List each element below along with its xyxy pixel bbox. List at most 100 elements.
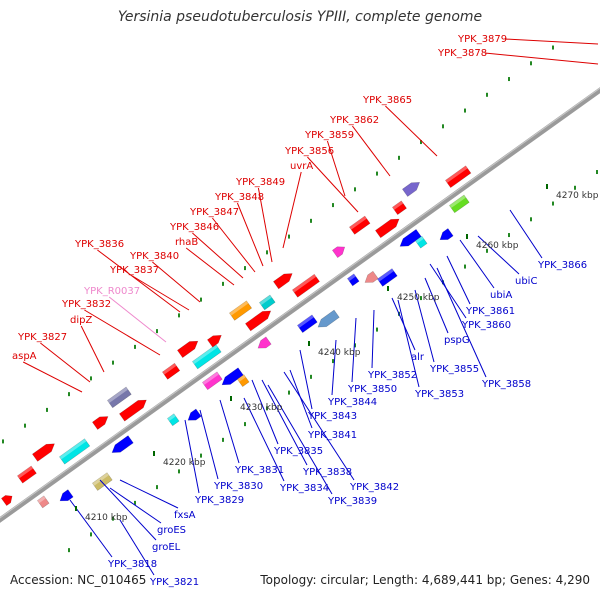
tick-dot: [244, 422, 246, 427]
tick-dot: [332, 203, 334, 208]
gene-label-ypk-3831: YPK_3831: [234, 465, 284, 476]
leader-line: [257, 187, 273, 263]
genome-backbone: [0, 87, 600, 523]
tick-dot: [222, 437, 224, 442]
gene-label-ypk-3862: YPK_3862: [329, 115, 379, 126]
leader-line: [84, 309, 161, 356]
gene-labels: YPK_3879 YPK_3878 YPK_3865 YPK_3862 YPK_3859…: [12, 34, 587, 588]
gene-label-ypk-3827: YPK_3827: [17, 332, 67, 343]
leader-line: [243, 397, 285, 482]
gene-label-ypk-3852: YPK_3852: [367, 370, 417, 381]
tick-dot: [464, 264, 466, 269]
gene-feature: [202, 371, 223, 391]
gene-feature: [177, 340, 199, 358]
tick-dot: [68, 548, 70, 553]
tick-dot: [530, 61, 532, 66]
gene-feature: [229, 300, 253, 321]
leader-line: [184, 419, 200, 494]
leader-line: [307, 156, 359, 213]
gene-feature: [332, 246, 346, 258]
tick-dot: [552, 45, 554, 50]
gene-feature: [347, 273, 360, 287]
leader-line: [429, 263, 467, 319]
tick-dot: [68, 392, 70, 397]
tick-dot: [178, 313, 180, 318]
tick-dot: [156, 485, 158, 490]
tick-dot: [266, 250, 268, 255]
tick-dot: [354, 343, 356, 348]
leader-line: [424, 277, 449, 334]
gene-label-ypk-3818: YPK_3818: [107, 559, 157, 570]
leader-line: [351, 317, 357, 383]
tick-dot: [530, 217, 532, 222]
tick-dot: [134, 344, 136, 349]
tick-dot: [200, 297, 202, 302]
leader-line: [509, 209, 543, 259]
leader-line: [326, 140, 346, 197]
gene-label-ypk-3837: YPK_3837: [109, 265, 159, 276]
tick-label: 4260 kbp: [476, 241, 519, 251]
leader-line: [459, 239, 495, 289]
gene-feature: [317, 309, 340, 328]
gene-feature: [375, 218, 400, 239]
leader-line: [192, 232, 244, 279]
gene-label-ypk-3841: YPK_3841: [307, 430, 357, 441]
gene-label-ypk-3878: YPK_3878: [437, 48, 487, 59]
tick-mark: [546, 184, 548, 189]
tick-label: 4220 kbp: [163, 458, 206, 468]
leader-line: [212, 217, 256, 273]
tick-dot: [24, 423, 26, 428]
leader-line: [484, 52, 599, 65]
gene-label-ypk-3840: YPK_3840: [129, 251, 179, 262]
leader-line: [504, 38, 599, 45]
tick-dot: [112, 360, 114, 365]
gene-label-ypk-3836: YPK_3836: [74, 239, 124, 250]
gene-label-ubia: ubiA: [490, 290, 512, 301]
tick-dot: [112, 516, 114, 521]
gene-feature: [245, 310, 272, 332]
leader-line: [436, 267, 487, 378]
tick-dot: [486, 248, 488, 253]
gene-feature: [349, 215, 371, 235]
tick-dot: [508, 233, 510, 238]
tick-dot: [288, 390, 290, 395]
gene-label-ypk-3858: YPK_3858: [481, 379, 531, 390]
tick-dot: [156, 329, 158, 334]
gene-feature: [107, 386, 132, 409]
tick-mark: [466, 234, 468, 239]
gene-feature: [17, 465, 37, 484]
leader-line: [414, 289, 435, 363]
tick-dot: [420, 296, 422, 301]
tick-dot: [376, 327, 378, 332]
leader-line: [132, 275, 190, 311]
gene-label-ypk-3829: YPK_3829: [194, 495, 244, 506]
leader-line: [477, 235, 520, 275]
gene-label-ypk-3838: YPK_3838: [302, 467, 352, 478]
tick-label: 4230 kbp: [240, 403, 283, 413]
gene-feature: [364, 270, 379, 283]
leader-line: [119, 519, 155, 576]
leader-line: [261, 379, 308, 466]
tick-dot: [552, 201, 554, 206]
gene-feature: [273, 273, 293, 290]
tick-label: 4240 kbp: [318, 348, 361, 358]
gene-feature: [445, 165, 472, 189]
gene-feature: [59, 489, 74, 502]
leader-line: [282, 171, 302, 249]
gene-feature: [257, 336, 272, 349]
leader-line: [299, 349, 313, 410]
label-leader-lines: [22, 38, 599, 576]
gene-label-ypk-r0037: YPK_R0037: [83, 286, 140, 297]
gene-feature: [32, 443, 55, 462]
tick-dot: [574, 185, 576, 190]
gene-feature: [192, 344, 222, 370]
gene-label-ypk-3844: YPK_3844: [327, 397, 377, 408]
tick-dot: [398, 155, 400, 160]
gene-feature: [297, 314, 318, 334]
gene-feature: [92, 416, 109, 430]
tick-dot: [200, 453, 202, 458]
leader-line: [40, 342, 91, 383]
gene-label-ypk-3848: YPK_3848: [214, 192, 264, 203]
gene-feature: [415, 235, 428, 249]
